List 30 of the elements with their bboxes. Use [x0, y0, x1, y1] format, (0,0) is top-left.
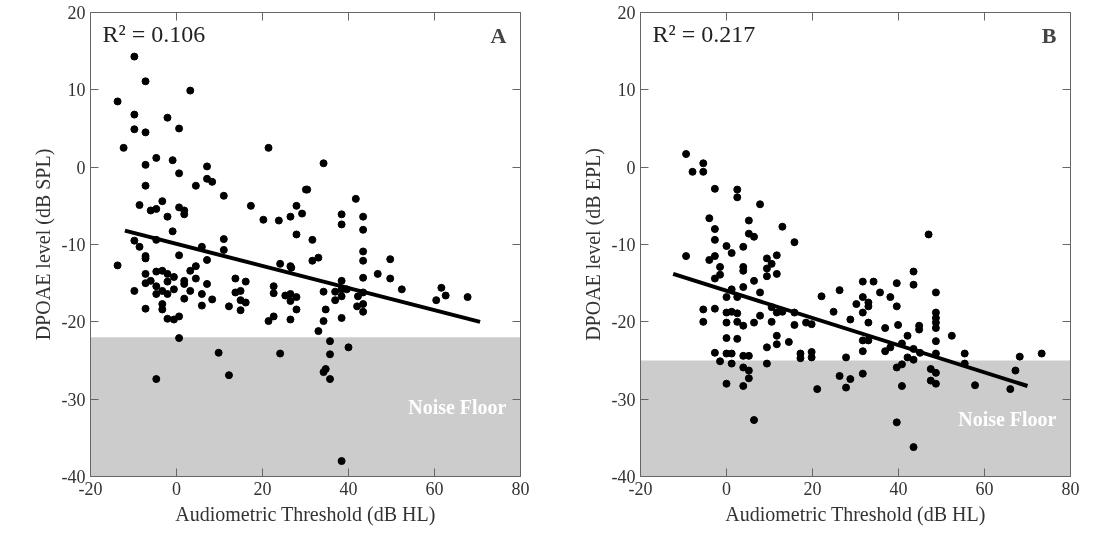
- y-tick-label: -10: [611, 235, 636, 255]
- y-tick-label: 0: [76, 157, 86, 178]
- x-tick-label: 40: [339, 478, 358, 499]
- y-tick-label: -20: [61, 312, 86, 333]
- annotation: R² = 0.217: [652, 20, 756, 47]
- x-tick-label: 80: [1061, 478, 1080, 499]
- y-tick-label: 10: [67, 80, 86, 101]
- y-tick-label: 20: [617, 3, 636, 23]
- y-axis-title: DPOAE level (dB SPL): [31, 148, 55, 341]
- y-tick-label: 10: [617, 80, 636, 101]
- y-tick-label: -30: [61, 389, 86, 410]
- x-tick-label: 40: [889, 478, 908, 499]
- x-tick-label: 0: [722, 478, 731, 499]
- annotation: R² = 0.106: [102, 20, 206, 47]
- y-axis-title: DPOAE level (dB EPL): [581, 148, 605, 341]
- y-tick-label: -10: [61, 235, 86, 255]
- x-tick-label: 20: [803, 478, 822, 499]
- y-tick-label: 20: [67, 3, 86, 23]
- x-tick-label: 80: [511, 478, 530, 499]
- x-axis-title: Audiometric Threshold (dB HL): [725, 502, 986, 526]
- x-tick-label: 60: [425, 478, 444, 499]
- y-tick-label: 0: [626, 157, 636, 178]
- text: A: [490, 22, 507, 48]
- y-tick-label: -20: [611, 312, 636, 333]
- x-tick-label: 0: [172, 478, 181, 499]
- x-tick-label: 60: [975, 478, 994, 499]
- x-tick-label: 20: [253, 478, 272, 499]
- text: B: [1041, 22, 1057, 48]
- y-tick-label: -30: [611, 389, 636, 410]
- x-axis-title: Audiometric Threshold (dB HL): [175, 502, 436, 526]
